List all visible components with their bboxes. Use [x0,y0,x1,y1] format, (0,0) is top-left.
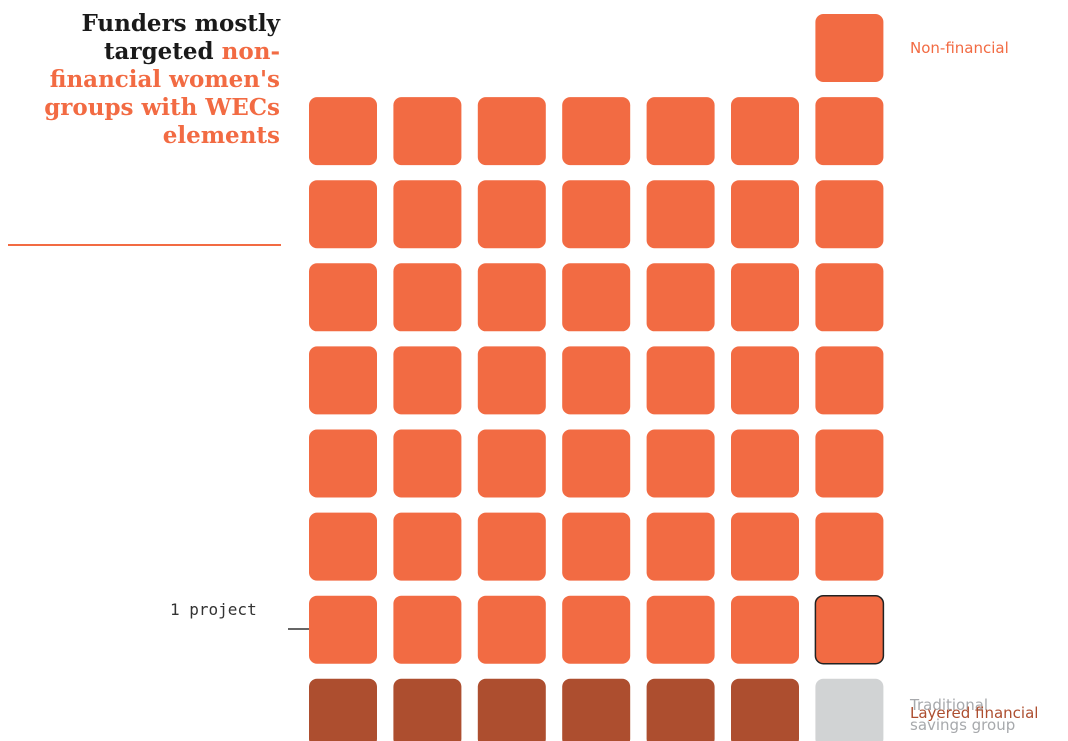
waffle-cell [393,595,462,664]
legend-label: Traditional savings group [910,695,1016,734]
waffle-cell [477,512,546,581]
waffle-cell [393,678,462,741]
waffle-cell [562,512,631,581]
waffle-cell [815,180,884,249]
waffle-cell [309,346,377,415]
waffle-cell [477,263,546,332]
waffle-cell [309,180,377,249]
annotation: 1 project [170,600,257,619]
waffle-cell [815,512,884,581]
title-lead: Funders mostly targeted [81,10,280,65]
waffle-cell [646,346,715,415]
waffle-cell [646,97,715,166]
waffle-cell [815,97,884,166]
waffle-cell [477,595,546,664]
chart-title: Funders mostly targeted non-financial wo… [20,10,280,150]
waffle-cell [731,180,799,249]
waffle-cell [477,346,546,415]
waffle-cell [309,678,377,741]
waffle-cell [646,512,715,581]
waffle-cell [731,263,799,332]
waffle-cell [309,97,377,166]
waffle-cell [309,512,377,581]
waffle-cell [393,346,462,415]
waffle-cell [815,346,884,415]
waffle-cell [393,429,462,498]
waffle-cell [815,263,884,332]
waffle-cell [562,97,631,166]
waffle-cell [646,678,715,741]
waffle-cell [309,263,377,332]
waffle-cell [815,14,884,82]
waffle-cell [646,429,715,498]
legend-label: Non-financial [910,39,1009,57]
waffle-cell [562,180,631,249]
waffle-cell [562,678,631,741]
waffle-cell [731,512,799,581]
waffle-cell [646,595,715,664]
waffle-cell [562,346,631,415]
waffle-cell [477,97,546,166]
title-highlight: non-financial women's groups with WECs e… [44,38,280,149]
waffle-cell [477,180,546,249]
waffle-cell [731,97,799,166]
waffle-cell [309,595,377,664]
legend-label: Layered financial [910,703,1039,722]
waffle-cell [393,512,462,581]
waffle-cell [562,595,631,664]
waffle-cell [393,263,462,332]
waffle-cell [815,429,884,498]
waffle-cell [477,678,546,741]
waffle-cell [562,429,631,498]
waffle-cell [393,180,462,249]
waffle-cell [814,594,885,665]
waffle-cell [731,595,799,664]
waffle-cell [646,180,715,249]
waffle-cell [731,678,799,741]
waffle-cell [477,429,546,498]
waffle-cell [309,429,377,498]
waffle-cell [731,429,799,498]
waffle-cell [731,346,799,415]
waffle-cell [646,263,715,332]
waffle-cell [393,97,462,166]
title-rule [8,244,281,246]
waffle-cell [815,678,884,741]
waffle-cell [562,263,631,332]
